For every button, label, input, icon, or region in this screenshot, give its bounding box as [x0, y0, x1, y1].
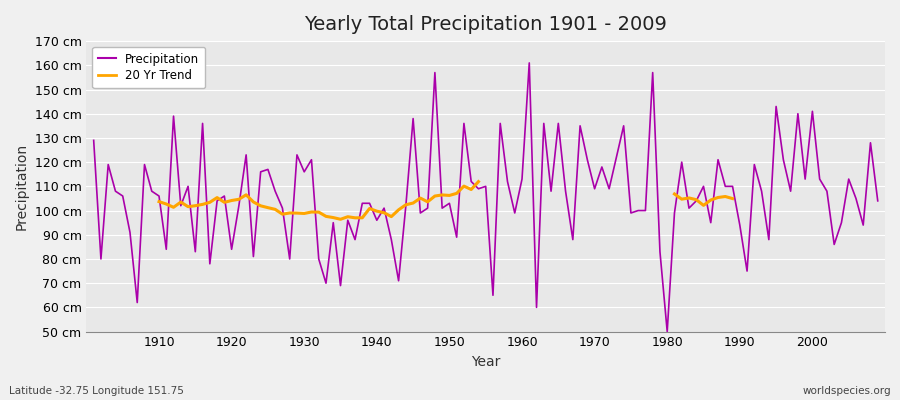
Text: Latitude -32.75 Longitude 151.75: Latitude -32.75 Longitude 151.75	[9, 386, 184, 396]
Title: Yearly Total Precipitation 1901 - 2009: Yearly Total Precipitation 1901 - 2009	[304, 15, 667, 34]
X-axis label: Year: Year	[471, 355, 500, 369]
Y-axis label: Precipitation: Precipitation	[15, 143, 29, 230]
Text: worldspecies.org: worldspecies.org	[803, 386, 891, 396]
Legend: Precipitation, 20 Yr Trend: Precipitation, 20 Yr Trend	[93, 47, 205, 88]
